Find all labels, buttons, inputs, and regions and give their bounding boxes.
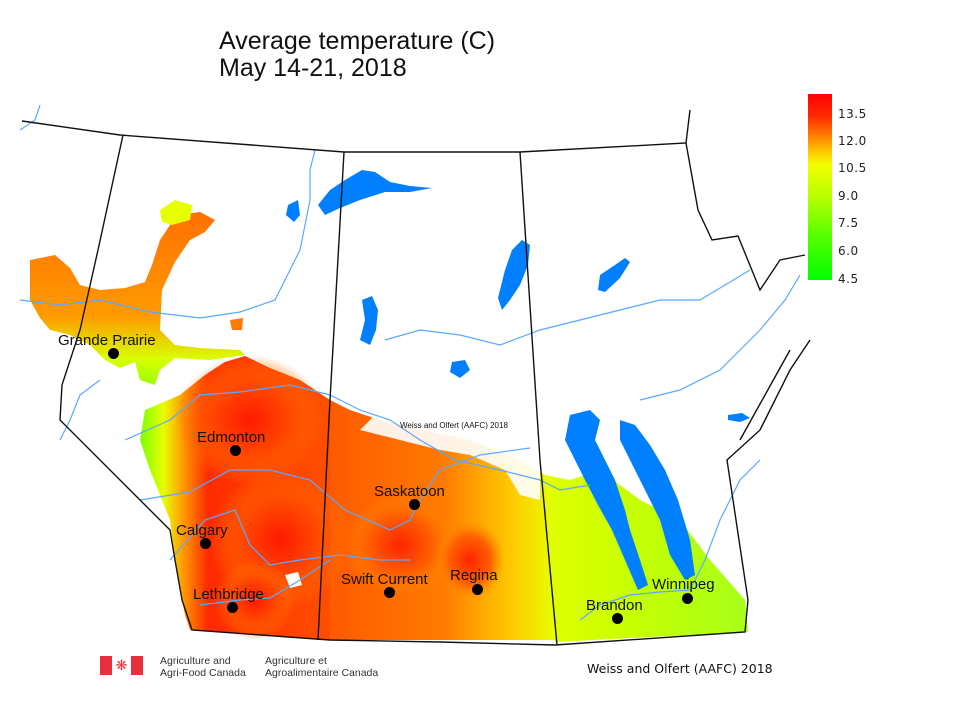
city-marker-brandon (612, 613, 623, 624)
city-label-brandon: Brandon (586, 597, 643, 614)
prairie-heat-field (140, 355, 748, 642)
legend-label-10-5: 10.5 (838, 161, 867, 175)
city-label-edmonton: Edmonton (197, 429, 266, 446)
city-marker-edmonton (230, 445, 241, 456)
legend-label-9-0: 9.0 (838, 189, 859, 203)
city-label-regina: Regina (450, 567, 498, 584)
credit-text: Weiss and Olfert (AAFC) 2018 (587, 661, 773, 676)
rivers (19, 104, 801, 621)
city-label-swift-current: Swift Current (341, 571, 428, 588)
map-title: Average temperature (C) May 14-21, 2018 (219, 28, 495, 82)
city-marker-grande-prairie (108, 348, 119, 359)
legend-label-6-0: 6.0 (838, 244, 859, 258)
map-watermark: Weiss and Olfert (AAFC) 2018 (400, 421, 508, 430)
city-marker-lethbridge (227, 602, 238, 613)
borders (21, 109, 811, 646)
lakes (286, 170, 750, 590)
color-scale-bar (808, 94, 832, 280)
maple-leaf-icon: ❋ (115, 657, 128, 673)
legend-label-13-5: 13.5 (838, 107, 867, 121)
city-label-grande-prairie: Grande Prairie (58, 332, 156, 349)
canada-flag-icon: ❋ (100, 656, 143, 675)
city-marker-winnipeg (682, 593, 693, 604)
legend-label-12-0: 12.0 (838, 134, 867, 148)
city-label-winnipeg: Winnipeg (652, 576, 715, 593)
legend-label-7-5: 7.5 (838, 216, 859, 230)
city-marker-regina (472, 584, 483, 595)
org-name-french: Agriculture et Agroalimentaire Canada (265, 655, 379, 679)
city-label-saskatoon: Saskatoon (374, 483, 445, 500)
legend-label-4-5: 4.5 (838, 272, 859, 286)
title-line-2: May 14-21, 2018 (219, 54, 407, 82)
org-name-english: Agriculture and Agri-Food Canada (160, 655, 246, 679)
city-label-calgary: Calgary (176, 522, 228, 539)
city-label-lethbridge: Lethbridge (193, 586, 264, 603)
peace-region-heat (30, 200, 245, 385)
city-marker-saskatoon (409, 499, 420, 510)
city-marker-swift-current (384, 587, 395, 598)
city-marker-calgary (200, 538, 211, 549)
title-line-1: Average temperature (C) (219, 27, 496, 55)
